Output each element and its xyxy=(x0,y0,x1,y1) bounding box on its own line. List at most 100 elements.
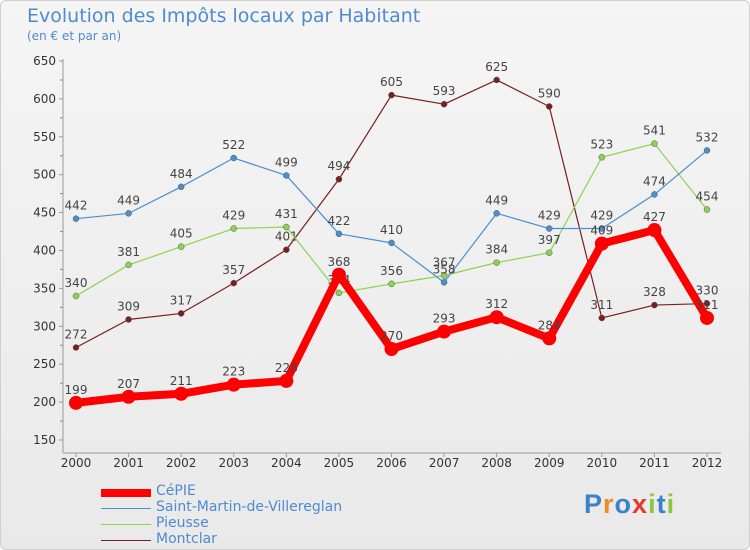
data-point-saint-martin-de-villereglan xyxy=(230,154,237,162)
data-label-saint-martin-de-villereglan: 410 xyxy=(380,223,403,237)
data-label-saint-martin-de-villereglan: 422 xyxy=(327,214,350,228)
data-point-montclar xyxy=(651,301,658,309)
data-label-montclar: 272 xyxy=(65,328,88,342)
x-tick-label: 2000 xyxy=(61,456,92,470)
data-point-montclar xyxy=(493,76,500,84)
x-tick-label: 2012 xyxy=(692,456,723,470)
y-tick-label: 650 xyxy=(33,54,56,68)
data-label-pieusse: 431 xyxy=(275,207,298,221)
data-point-saint-martin-de-villereglan xyxy=(598,225,606,232)
data-point-c-pie xyxy=(647,223,662,238)
y-tick-label: 450 xyxy=(33,206,56,220)
data-label-c-pie: 368 xyxy=(327,255,350,269)
y-tick-label: 150 xyxy=(33,433,56,447)
data-point-pieusse xyxy=(230,225,237,232)
data-point-c-pie xyxy=(384,342,399,357)
data-point-pieusse xyxy=(546,249,553,257)
data-label-pieusse: 340 xyxy=(65,276,88,290)
x-tick-label: 2010 xyxy=(587,456,618,470)
data-label-pieusse: 429 xyxy=(222,209,245,223)
data-point-saint-martin-de-villereglan xyxy=(703,147,711,154)
data-point-c-pie xyxy=(279,373,294,388)
data-label-c-pie: 270 xyxy=(380,329,403,343)
y-tick-label: 350 xyxy=(33,281,56,295)
data-label-c-pie: 223 xyxy=(222,365,245,379)
x-tick-label: 2005 xyxy=(324,456,355,470)
x-tick-label: 2008 xyxy=(481,456,512,470)
logo-letter: P xyxy=(584,489,604,519)
logo-letter: o xyxy=(614,489,633,519)
data-label-c-pie: 211 xyxy=(170,374,193,388)
data-label-saint-martin-de-villereglan: 474 xyxy=(643,174,666,188)
x-tick-label: 2009 xyxy=(534,456,565,470)
data-label-saint-martin-de-villereglan: 449 xyxy=(485,193,508,207)
data-point-pieusse xyxy=(283,223,290,231)
x-tick-label: 2007 xyxy=(429,456,460,470)
data-label-c-pie: 284 xyxy=(538,318,561,332)
data-point-pieusse xyxy=(598,154,606,161)
legend-label-pieusse: Pieusse xyxy=(156,515,209,531)
data-label-pieusse: 384 xyxy=(485,243,508,257)
y-tick-label: 200 xyxy=(33,395,56,409)
logo-letter: r xyxy=(603,489,615,519)
data-point-pieusse xyxy=(335,289,343,297)
data-label-saint-martin-de-villereglan: 484 xyxy=(170,167,193,181)
data-label-pieusse: 356 xyxy=(380,264,403,278)
data-point-saint-martin-de-villereglan xyxy=(335,230,343,238)
x-tick-label: 2001 xyxy=(113,456,144,470)
logo-letter: i xyxy=(648,489,657,519)
data-point-montclar xyxy=(598,314,606,322)
data-label-pieusse: 541 xyxy=(643,124,666,138)
data-label-saint-martin-de-villereglan: 358 xyxy=(433,262,456,276)
data-label-pieusse: 454 xyxy=(696,190,719,204)
y-tick-label: 550 xyxy=(33,130,56,144)
data-label-c-pie: 427 xyxy=(643,210,666,224)
data-label-saint-martin-de-villereglan: 442 xyxy=(65,199,88,213)
data-point-saint-martin-de-villereglan xyxy=(283,172,290,179)
data-point-c-pie xyxy=(331,267,346,282)
data-label-montclar: 593 xyxy=(433,84,456,98)
data-point-saint-martin-de-villereglan xyxy=(493,210,500,217)
data-point-saint-martin-de-villereglan xyxy=(546,225,553,232)
data-point-saint-martin-de-villereglan xyxy=(72,215,80,222)
data-point-montclar xyxy=(125,316,132,323)
data-label-montclar: 311 xyxy=(590,298,613,312)
legend-label-montclar: Montclar xyxy=(156,531,217,547)
data-label-montclar: 317 xyxy=(170,293,193,307)
data-point-saint-martin-de-villereglan xyxy=(440,279,448,286)
data-point-pieusse xyxy=(493,259,500,266)
data-point-saint-martin-de-villereglan xyxy=(388,239,395,247)
data-label-saint-martin-de-villereglan: 449 xyxy=(117,193,140,207)
data-label-c-pie: 207 xyxy=(117,377,140,391)
x-tick-label: 2003 xyxy=(218,456,249,470)
data-point-pieusse xyxy=(177,243,185,250)
data-label-montclar: 357 xyxy=(222,263,245,277)
data-label-montclar: 590 xyxy=(538,86,561,100)
data-label-c-pie: 228 xyxy=(275,361,298,375)
data-label-montclar: 328 xyxy=(643,285,666,299)
data-label-pieusse: 397 xyxy=(538,233,561,247)
data-point-pieusse xyxy=(125,261,132,269)
y-tick-label: 400 xyxy=(33,244,56,258)
x-tick-label: 2004 xyxy=(271,456,302,470)
data-point-c-pie xyxy=(489,310,504,325)
data-point-pieusse xyxy=(72,292,80,300)
data-label-montclar: 625 xyxy=(485,60,508,74)
proxiti-logo: Proxiti xyxy=(584,489,675,520)
logo-letter: t xyxy=(656,489,667,519)
data-label-pieusse: 405 xyxy=(170,227,193,241)
data-label-saint-martin-de-villereglan: 429 xyxy=(538,209,561,223)
logo-letter: i xyxy=(666,489,676,519)
legend-swatch-pieusse xyxy=(101,524,151,525)
legend-label-cepie: CéPIE xyxy=(156,483,196,499)
data-point-pieusse xyxy=(651,140,658,147)
data-point-montclar xyxy=(703,300,711,307)
data-point-montclar xyxy=(388,91,395,99)
data-label-c-pie: 312 xyxy=(485,297,508,311)
data-label-montclar: 309 xyxy=(117,299,140,313)
y-tick-label: 300 xyxy=(33,319,56,333)
data-point-c-pie xyxy=(542,331,557,346)
data-label-pieusse: 381 xyxy=(117,245,140,259)
data-point-montclar xyxy=(230,279,237,287)
